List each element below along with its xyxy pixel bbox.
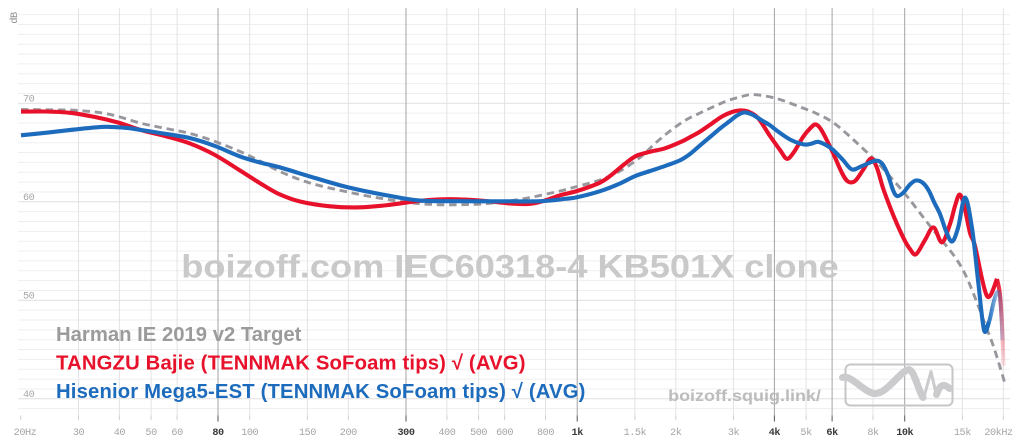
svg-text:1k: 1k xyxy=(572,427,584,439)
svg-text:400: 400 xyxy=(438,428,455,439)
svg-text:100: 100 xyxy=(241,428,258,439)
svg-text:5k: 5k xyxy=(800,427,812,439)
svg-text:dB: dB xyxy=(9,12,21,24)
svg-text:boizoff.squig.link/: boizoff.squig.link/ xyxy=(668,387,821,405)
svg-text:80: 80 xyxy=(212,428,224,439)
svg-text:50: 50 xyxy=(145,428,157,439)
svg-text:15k: 15k xyxy=(954,427,971,439)
svg-text:150: 150 xyxy=(299,428,316,439)
svg-text:1.5k: 1.5k xyxy=(624,427,647,439)
svg-text:600: 600 xyxy=(496,428,513,439)
svg-text:800: 800 xyxy=(537,428,554,439)
svg-text:40: 40 xyxy=(23,390,35,401)
svg-text:Harman IE 2019 v2 Target: Harman IE 2019 v2 Target xyxy=(56,324,302,346)
svg-text:10k: 10k xyxy=(896,427,913,439)
svg-text:TANGZU Bajie (TENNMAK SoFoam t: TANGZU Bajie (TENNMAK SoFoam tips) √ (AV… xyxy=(56,353,526,375)
svg-text:Hisenior Mega5-EST (TENNMAK So: Hisenior Mega5-EST (TENNMAK SoFoam tips)… xyxy=(56,381,586,403)
svg-text:60: 60 xyxy=(23,193,35,204)
svg-text:20Hz: 20Hz xyxy=(14,428,37,439)
svg-text:4k: 4k xyxy=(769,427,781,439)
svg-text:40: 40 xyxy=(114,428,126,439)
svg-text:50: 50 xyxy=(23,292,35,303)
svg-text:500: 500 xyxy=(470,428,487,439)
svg-text:boizoff.com IEC60318-4 KB501X: boizoff.com IEC60318-4 KB501X clone xyxy=(181,249,839,285)
svg-text:2k: 2k xyxy=(670,427,682,439)
svg-text:70: 70 xyxy=(23,95,35,106)
svg-text:8k: 8k xyxy=(867,427,879,439)
svg-text:60: 60 xyxy=(171,428,183,439)
svg-text:200: 200 xyxy=(340,428,357,439)
svg-text:300: 300 xyxy=(398,428,415,439)
svg-text:3k: 3k xyxy=(728,427,740,439)
svg-text:6k: 6k xyxy=(826,427,838,439)
svg-text:20kHz: 20kHz xyxy=(984,427,1013,439)
svg-text:30: 30 xyxy=(73,428,85,439)
